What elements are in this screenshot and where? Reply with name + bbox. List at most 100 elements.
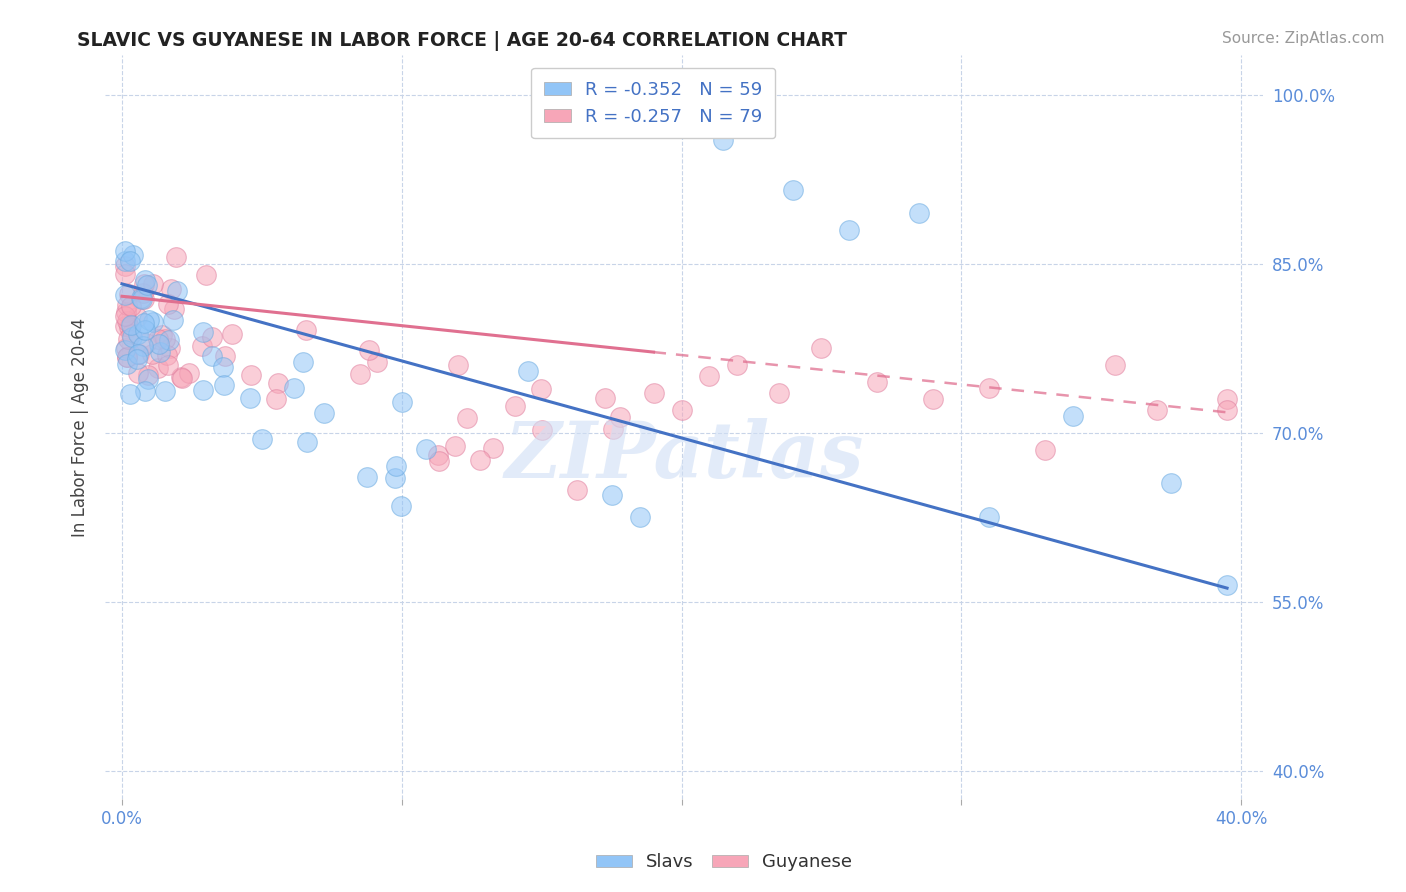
Point (135, 278, 157, 293)
Point (671, 403, 693, 417)
Point (1160, 476, 1182, 491)
Point (314, 406, 336, 420)
Point (201, 330, 224, 344)
Point (115, 298, 138, 312)
Point (114, 319, 136, 334)
Point (1104, 358, 1126, 372)
Point (922, 392, 945, 406)
Point (114, 343, 136, 357)
Point (221, 327, 243, 342)
Point (567, 483, 589, 498)
Point (146, 332, 169, 346)
Point (148, 360, 170, 375)
Text: SLAVIC VS GUYANESE IN LABOR FORCE | AGE 20-64 CORRELATION CHART: SLAVIC VS GUYANESE IN LABOR FORCE | AGE … (77, 31, 848, 51)
Point (127, 347, 149, 361)
Point (267, 376, 290, 390)
Point (359, 343, 381, 357)
Point (121, 329, 143, 343)
Legend: R = -0.352   N = 59, R = -0.257   N = 79: R = -0.352 N = 59, R = -0.257 N = 79 (531, 68, 775, 138)
Point (114, 305, 136, 319)
Point (118, 253, 141, 268)
Point (114, 253, 136, 268)
Point (114, 244, 136, 258)
Point (349, 367, 371, 381)
Point (138, 313, 160, 327)
Point (201, 349, 224, 363)
Point (908, 206, 931, 220)
Point (516, 364, 538, 378)
Point (134, 277, 156, 291)
Point (118, 320, 141, 334)
Y-axis label: In Labor Force | Age 20-64: In Labor Force | Age 20-64 (72, 318, 89, 537)
Point (136, 372, 159, 386)
Point (136, 368, 159, 382)
Point (191, 325, 214, 339)
Point (866, 375, 889, 389)
Point (135, 336, 157, 351)
Point (427, 454, 450, 468)
Point (134, 323, 156, 337)
Point (132, 316, 155, 330)
Point (283, 381, 305, 395)
Point (1216, 392, 1239, 406)
Point (1216, 578, 1239, 592)
Point (115, 357, 138, 371)
Point (600, 487, 623, 501)
Point (115, 314, 138, 328)
Point (142, 277, 165, 291)
Point (389, 499, 412, 513)
Point (838, 223, 860, 237)
Point (131, 293, 153, 307)
Point (162, 313, 184, 327)
Point (727, 358, 749, 372)
Text: ZIPatlas: ZIPatlas (505, 418, 865, 495)
Point (122, 248, 145, 262)
Point (643, 386, 665, 401)
Point (530, 423, 553, 437)
Point (155, 348, 177, 362)
Point (503, 400, 526, 414)
Point (127, 366, 149, 380)
Point (157, 333, 180, 347)
Point (810, 341, 832, 355)
Point (127, 310, 149, 324)
Point (157, 358, 180, 372)
Point (166, 284, 188, 298)
Point (169, 369, 191, 384)
Point (713, 133, 735, 147)
Point (602, 422, 624, 436)
Point (163, 302, 186, 317)
Point (128, 347, 150, 361)
Point (264, 392, 287, 407)
Point (114, 259, 136, 273)
Point (195, 268, 218, 283)
Point (211, 360, 233, 375)
Point (1062, 409, 1084, 423)
Point (132, 286, 155, 301)
Point (443, 439, 465, 453)
Point (782, 183, 804, 197)
Point (250, 432, 273, 446)
Point (1033, 442, 1056, 457)
Text: Source: ZipAtlas.com: Source: ZipAtlas.com (1222, 31, 1385, 46)
Point (391, 395, 413, 409)
Point (979, 380, 1001, 394)
Point (160, 282, 183, 296)
Point (142, 315, 165, 329)
Point (295, 434, 318, 449)
Point (148, 336, 170, 351)
Point (153, 384, 176, 398)
Legend: Slavs, Guyanese: Slavs, Guyanese (589, 847, 859, 879)
Point (593, 391, 616, 405)
Point (447, 358, 470, 372)
Point (114, 288, 136, 302)
Point (117, 332, 139, 346)
Point (427, 448, 450, 462)
Point (127, 351, 149, 366)
Point (153, 332, 176, 346)
Point (468, 452, 491, 467)
Point (179, 366, 201, 380)
Point (214, 349, 236, 363)
Point (134, 273, 156, 287)
Point (118, 286, 141, 301)
